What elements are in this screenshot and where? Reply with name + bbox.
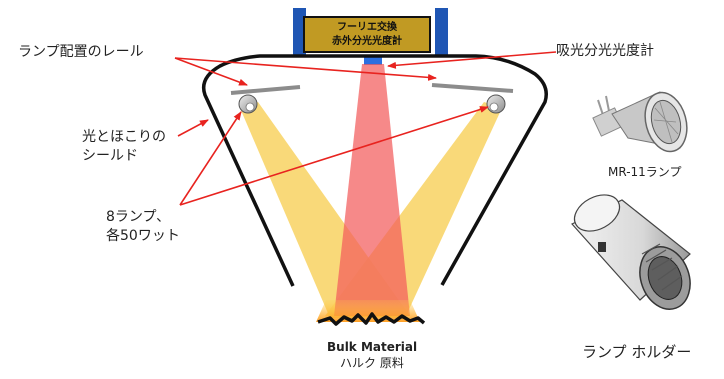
mount-bar-left: [293, 8, 306, 56]
lamp-rail-right: [431, 83, 514, 93]
spectrometer-box: フーリエ交換 赤外分光光度計: [303, 16, 431, 53]
label-lamp-rail: ランプ配置のレール: [18, 44, 144, 60]
beam-center: [334, 64, 410, 316]
mr11-lamp-illustration: [592, 91, 688, 153]
arrow-rail-right: [174, 57, 437, 81]
detector-port: [364, 57, 382, 65]
bulk-surface: [317, 312, 426, 326]
arrow-shield: [177, 119, 209, 137]
label-lamps: 8ランプ、 各50ワット: [106, 208, 180, 246]
enclosure-shield: [201, 54, 548, 287]
arrow-lamp-right: [179, 106, 489, 206]
mount-bar-right: [435, 8, 448, 56]
callout-arrows: [174, 51, 557, 206]
label-lamps-line2: 各50ワット: [106, 228, 180, 244]
lamp-right: [486, 94, 506, 114]
lamp-rail-left: [230, 85, 301, 95]
label-lamps-line1: 8ランプ、: [106, 209, 171, 225]
arrow-spectrophotometer: [387, 51, 557, 69]
arrow-lamp-left: [179, 111, 242, 206]
label-shield-line2: シールド: [82, 148, 138, 164]
label-lamp-holder: ランプ ホルダー: [582, 343, 692, 361]
arrow-rail-left: [174, 57, 248, 86]
spectrometer-line1: フーリエ交換: [337, 22, 397, 33]
label-mr11: MR-11ランプ: [608, 165, 682, 179]
label-spectrophotometer: 吸光分光光度計: [556, 43, 654, 59]
label-shield-line1: 光とほこりの: [82, 129, 166, 145]
lamp-holder-illustration: [571, 194, 691, 310]
label-bulk-material-en: Bulk Material: [327, 340, 418, 354]
spectrometer-line2: 赤外分光光度計: [332, 36, 402, 47]
label-bulk-material-jp: ハルク 原料: [340, 356, 404, 370]
lamp-left: [238, 94, 258, 114]
label-shield: 光とほこりの シールド: [82, 128, 166, 166]
